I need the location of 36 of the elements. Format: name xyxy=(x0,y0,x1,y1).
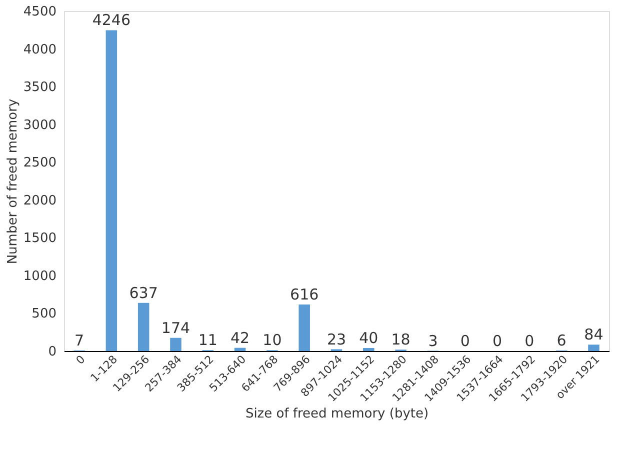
data-label: 0 xyxy=(492,332,502,350)
data-label: 3 xyxy=(428,332,438,350)
data-label: 637 xyxy=(129,284,158,302)
data-label: 0 xyxy=(524,332,534,350)
x-tick-label: 0 xyxy=(74,352,88,367)
data-label: 40 xyxy=(359,328,378,347)
y-tick-label: 1000 xyxy=(23,268,56,284)
bar xyxy=(106,30,118,351)
data-label: 4246 xyxy=(92,11,131,30)
y-axis-title: Number of freed memory xyxy=(5,98,20,264)
data-label: 174 xyxy=(161,318,190,337)
bar xyxy=(234,348,246,351)
bar xyxy=(138,302,150,351)
y-tick-label: 3000 xyxy=(23,118,56,133)
data-label: 0 xyxy=(460,332,470,350)
data-label: 84 xyxy=(584,326,604,344)
y-tick-label: 500 xyxy=(32,306,56,322)
data-label: 42 xyxy=(230,328,250,347)
y-tick-label: 4000 xyxy=(23,42,56,58)
y-tick-label: 2500 xyxy=(23,156,56,171)
bar xyxy=(298,304,310,351)
y-tick-label: 4500 xyxy=(23,4,56,20)
data-label: 616 xyxy=(290,285,319,304)
x-axis-title: Size of freed memory (byte) xyxy=(245,406,429,422)
data-label: 7 xyxy=(74,331,84,350)
data-label: 10 xyxy=(262,331,282,350)
bar xyxy=(363,348,374,351)
data-label: 23 xyxy=(326,330,346,348)
data-label: 6 xyxy=(556,332,566,350)
bar xyxy=(170,338,182,351)
y-tick-label: 1500 xyxy=(23,231,56,246)
data-label: 11 xyxy=(198,331,218,350)
y-tick-label: 3500 xyxy=(23,80,56,96)
bar xyxy=(588,344,600,351)
data-label: 18 xyxy=(391,330,410,349)
y-tick-label: 2000 xyxy=(23,193,56,208)
